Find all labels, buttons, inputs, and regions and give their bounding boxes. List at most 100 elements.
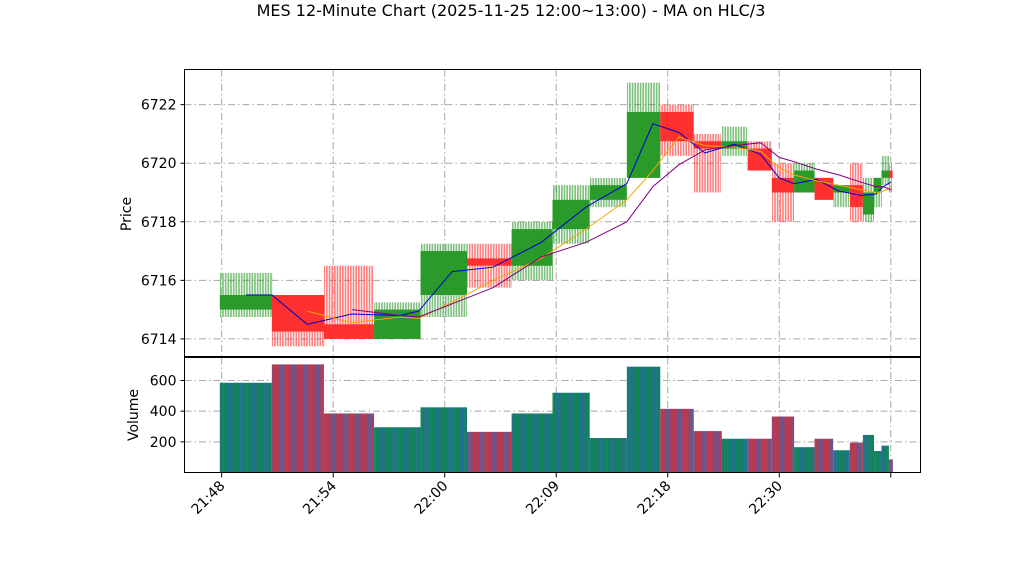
moving-average-lines [245, 123, 892, 325]
volume-bar-stripes [590, 438, 625, 473]
candle-up [881, 155, 889, 186]
price-tick-label: 6716 [141, 273, 177, 289]
chart-title: MES 12-Minute Chart (2025-11-25 12:00~13… [257, 1, 766, 20]
candle-body [771, 177, 795, 193]
price-tick-label: 6720 [141, 156, 177, 172]
candle-up [511, 221, 553, 281]
x-tick-label: 21:48 [189, 478, 229, 518]
candle-down [693, 133, 722, 193]
candle-body [888, 170, 893, 178]
candle-down [323, 265, 375, 339]
volume-tick-label: 400 [150, 404, 177, 420]
candle-body [552, 199, 590, 230]
moving-average-line-1 [245, 123, 892, 325]
candle-body [747, 148, 772, 171]
candle-wick [467, 243, 512, 288]
volume-bar-fill [794, 447, 815, 473]
candle-up [626, 82, 661, 178]
volume-bar-fill [888, 459, 893, 473]
volume-bar-stripes [694, 431, 722, 473]
price-panel: 6714 6716 6718 6720 6722 Price [119, 69, 921, 357]
volume-bar-stripes [661, 408, 693, 473]
candle-body [219, 295, 272, 310]
candle-wick [833, 185, 849, 208]
volume-bar-down [323, 413, 375, 473]
x-tick-label: 22:00 [412, 478, 452, 518]
volume-bar-up [874, 451, 882, 473]
candle-up [721, 126, 748, 156]
volume-bar-stripes [374, 427, 419, 473]
volume-bar-down [771, 416, 795, 473]
volume-bar-fill [374, 427, 421, 473]
volume-bar-up [833, 450, 850, 473]
candle-body [467, 258, 512, 266]
volume-bar-down [814, 438, 834, 473]
candle-body [660, 111, 694, 142]
volume-bar-down [467, 431, 512, 473]
volume-bar-stripes [722, 438, 748, 473]
volume-bar-up [420, 407, 468, 473]
candle-wick [694, 133, 721, 193]
volume-bar-up [862, 434, 875, 473]
volume-bar-fill [626, 366, 661, 473]
candle-body [374, 309, 421, 339]
candle-up [589, 177, 627, 208]
candle-body [721, 141, 748, 149]
volume-panel: 200 400 600 Volume [126, 357, 921, 473]
candle-body [862, 192, 875, 215]
volume-bar-stripes [627, 366, 660, 473]
candle-wick [324, 265, 373, 339]
x-tick-label: 21:54 [300, 478, 340, 518]
volume-bar-stripes [815, 438, 833, 473]
volume-bar-fill [420, 407, 468, 473]
candle-wick [881, 155, 889, 186]
candle-up [420, 243, 468, 317]
volume-bar-fill [693, 431, 722, 473]
candle-up [862, 177, 875, 222]
x-tick-label: 22:09 [523, 478, 563, 518]
volume-bar-stripes [220, 382, 272, 473]
candle-down [467, 243, 512, 288]
volume-bar-down [271, 364, 324, 473]
volume-bar-stripes [772, 416, 793, 473]
volume-bar-down [747, 438, 772, 473]
volume-bars [219, 364, 893, 473]
candle-body [420, 251, 468, 295]
volume-bar-fill [849, 442, 863, 473]
volume-bar-stripes [324, 413, 374, 473]
candle-body [874, 177, 882, 193]
volume-bar-fill [467, 431, 512, 473]
volume-bar-stripes [467, 431, 512, 473]
volume-bar-fill [589, 438, 627, 473]
volume-panel-frame [184, 357, 921, 473]
volume-tick-label: 200 [150, 435, 177, 451]
volume-y-axis-label: Volume [126, 389, 142, 441]
volume-bar-stripes [889, 459, 893, 473]
moving-average-line-3 [351, 142, 891, 318]
volume-bar-fill [552, 392, 590, 473]
volume-bar-up [626, 366, 661, 473]
volume-bar-up [511, 413, 553, 473]
volume-bar-up [374, 427, 421, 473]
volume-bar-stripes [272, 364, 324, 473]
price-tick-label: 6718 [141, 215, 177, 231]
candle-up [833, 185, 850, 208]
candle-down [660, 104, 694, 156]
volume-bar-stripes [850, 442, 861, 473]
volume-bar-down [888, 459, 893, 473]
candle-up [374, 302, 421, 339]
volume-bar-fill [814, 438, 834, 473]
volume-bar-down [660, 408, 694, 473]
candle-down [849, 163, 863, 222]
volume-bar-fill [771, 416, 795, 473]
price-tick-label: 6714 [141, 332, 177, 348]
volume-bar-up [219, 382, 272, 473]
volume-bar-up [721, 438, 748, 473]
candle-down [271, 295, 325, 347]
volume-bar-stripes [512, 413, 552, 473]
volume-bar-up [881, 445, 889, 473]
volume-tick-label: 600 [150, 374, 177, 390]
price-panel-frame [184, 69, 921, 357]
price-tick-label: 6722 [141, 98, 177, 114]
candle-body [693, 141, 722, 149]
